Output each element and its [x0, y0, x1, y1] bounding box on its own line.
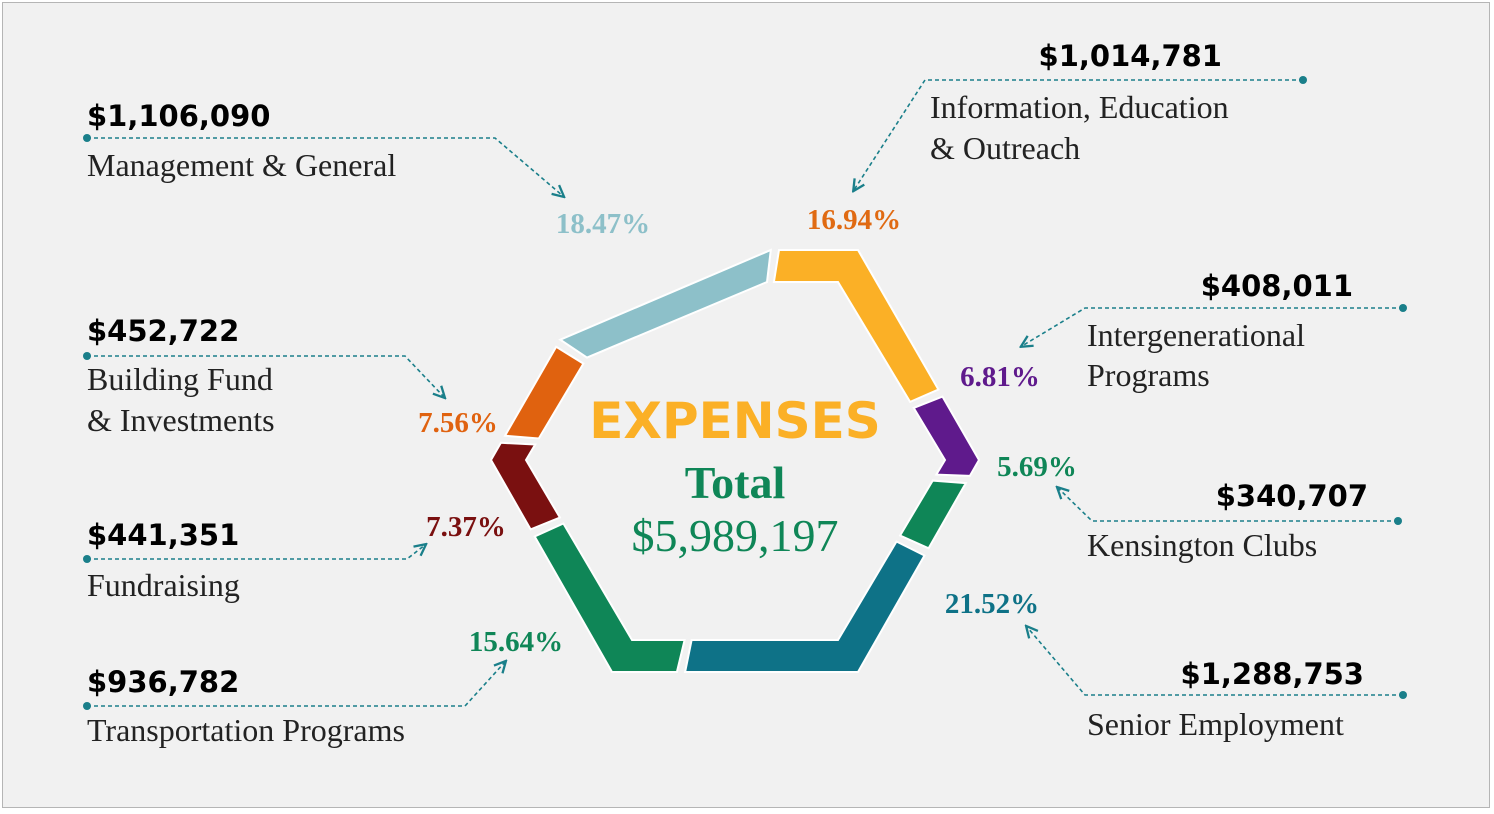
- category-label-2: & Outreach: [930, 130, 1080, 166]
- connector-6: [87, 662, 505, 707]
- percent-label-8: 7.56%: [418, 407, 498, 439]
- category-label-3: Programs: [1087, 357, 1210, 393]
- category-label-8: & Investments: [87, 402, 275, 438]
- segment-3: [912, 395, 981, 477]
- connector-2: [854, 79, 1303, 190]
- amount-label-4: $340,707: [1216, 479, 1368, 513]
- chart-subtitle: Total: [685, 457, 786, 508]
- category-label-7: Fundraising: [87, 567, 240, 603]
- connector-dot-8: [83, 352, 91, 360]
- percent-label-2: 16.94%: [807, 204, 901, 236]
- connector-dot-3: [1399, 304, 1407, 312]
- segment-7: [489, 441, 562, 531]
- amount-label-5: $1,288,753: [1181, 657, 1364, 691]
- amount-label-6: $936,782: [87, 665, 239, 699]
- amount-label-8: $452,722: [87, 314, 239, 348]
- category-label-3: Intergenerational: [1087, 317, 1305, 353]
- percent-label-6: 15.64%: [469, 626, 563, 658]
- percent-label-4: 5.69%: [997, 451, 1077, 483]
- chart-title: EXPENSES: [589, 392, 881, 450]
- category-label-2: Information, Education: [930, 89, 1229, 125]
- percent-label-3: 6.81%: [960, 361, 1040, 393]
- connector-dot-1: [83, 134, 91, 142]
- connector-dot-4: [1394, 517, 1402, 525]
- percent-label-5: 21.52%: [945, 588, 1039, 620]
- category-label-5: Senior Employment: [1087, 706, 1344, 742]
- percent-label-1: 18.47%: [556, 208, 650, 240]
- connector-1: [87, 137, 563, 196]
- segment-5: [683, 540, 926, 673]
- segment-8: [503, 345, 585, 440]
- chart-total: $5,989,197: [632, 510, 839, 561]
- connector-dot-6: [83, 702, 91, 710]
- segment-4: [898, 479, 968, 550]
- category-label-6: Transportation Programs: [87, 712, 405, 748]
- segment-2: [772, 249, 940, 404]
- category-label-8: Building Fund: [87, 361, 273, 397]
- segment-1: [558, 248, 772, 359]
- segment-6: [533, 522, 686, 673]
- connector-dot-2: [1299, 76, 1307, 84]
- amount-label-7: $441,351: [87, 518, 239, 552]
- connector-5: [1027, 627, 1403, 696]
- labels: $1,106,090 Management & General 18.47% $1,0…: [87, 39, 1368, 748]
- amount-label-3: $408,011: [1201, 269, 1353, 303]
- hexagon-ring: [489, 248, 981, 673]
- amount-label-1: $1,106,090: [87, 99, 270, 133]
- connector-dot-5: [1399, 691, 1407, 699]
- connector-3: [1022, 307, 1403, 346]
- percent-label-7: 7.37%: [426, 511, 506, 543]
- category-label-1: Management & General: [87, 147, 396, 183]
- category-label-4: Kensington Clubs: [1087, 527, 1317, 563]
- connector-7: [87, 545, 425, 560]
- center-title: EXPENSES Total $5,989,197: [589, 392, 881, 561]
- connector-dot-7: [83, 555, 91, 563]
- amount-label-2: $1,014,781: [1039, 39, 1222, 73]
- connector-4: [1058, 488, 1398, 522]
- connector-8: [87, 355, 444, 397]
- connectors: [83, 76, 1407, 710]
